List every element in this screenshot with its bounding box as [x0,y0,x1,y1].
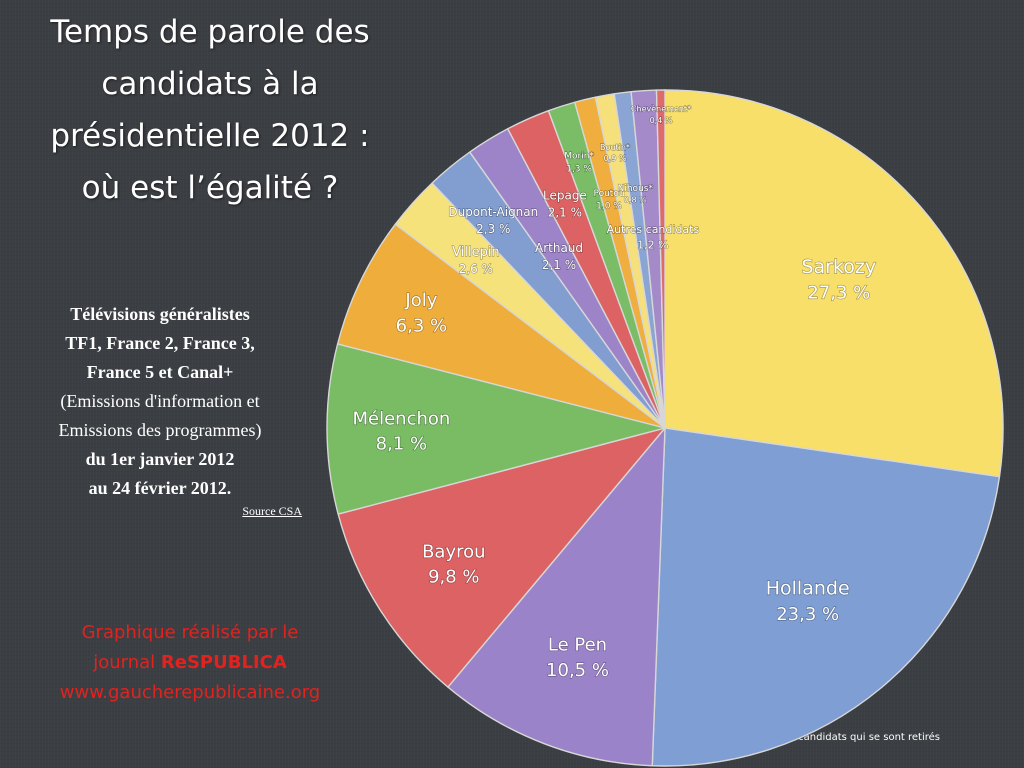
slice-name-label: Poutou [593,189,624,199]
slice-value-label: 8,1 % [376,434,427,455]
slice-name-label: Dupont-Aignan [448,205,538,219]
title-line: candidats à la [101,66,319,102]
credit-url[interactable]: www.gaucherepublicaine.org [59,682,321,703]
title-line: Temps de parole des [50,14,370,50]
credit-block: Graphique réalisé par le journal ReSPUBL… [30,618,350,708]
slice-value-label: 2,1 % [548,205,582,219]
slice-value-label: 27,3 % [807,282,870,303]
slice-name-label: Hollande [766,578,850,600]
slice-value-label: 0,8 % [624,196,647,205]
credit-brand: ReSPUBLICA [160,652,287,673]
slice-name-label: Sarkozy [801,256,876,278]
slice-name-label: Villepin [452,245,500,260]
slice-value-label: 0,9 % [604,154,627,163]
slice-value-label: 2,6 % [459,262,493,276]
slice-value-label: 10,5 % [546,660,609,681]
pie-slice [447,427,666,767]
source-panel: Télévisions généralistes TF1, France 2, … [10,300,310,519]
credit-line: Graphique réalisé par le [81,622,299,643]
title-line: présidentielle 2012 : [50,118,370,154]
slice-value-label: 0,4 % [650,116,673,125]
slice-value-label: 1,3 % [566,164,592,174]
credit-line: journal ReSPUBLICA [30,648,350,678]
panel-line: Emissions des programmes) [58,420,262,440]
page-title: Temps de parole des candidats à la prési… [0,6,420,214]
title-line: où est l’égalité ? [81,170,339,206]
slice-value-label: 1,2 % [637,238,668,251]
pie-slice [651,427,1001,767]
slice-value-label: 6,3 % [396,315,447,336]
slice-name-label: Arthaud [535,241,583,255]
panel-line: France 5 et Canal+ [86,362,234,382]
slice-name-label: Joly [404,290,437,311]
slice-name-label: Bayrou [422,542,485,563]
slice-name-label: Lepage [543,189,587,203]
slice-value-label: 9,8 % [428,567,479,588]
slice-name-label: Boutin* [600,143,630,152]
credit-prefix: journal [93,652,161,673]
panel-line: TF1, France 2, France 3, [65,333,255,353]
slice-value-label: 1,0 % [596,202,622,212]
pie-labels: Sarkozy 27,3 % Hollande 23,3 % Le Pen 10,5 % B… [352,103,877,681]
panel-line: du 1er janvier 2012 [85,449,235,469]
slice-value-label: 2,3 % [476,222,510,236]
slice-name-label: Nihous* [618,184,654,194]
panel-line: (Emissions d'information et [60,391,260,411]
source-link[interactable]: Source CSA [242,504,302,518]
pie-slice [336,223,666,429]
slice-name-label: Chevènement* [631,104,691,114]
pie-slice [655,89,666,429]
pie-slice [664,89,1004,478]
slice-name-label: Le Pen [548,635,607,656]
slice-value-label: 2,1 % [542,258,576,272]
footnote: * candidats qui se sont retirés [790,732,940,743]
slice-name-label: Morin* [564,152,594,162]
slice-name-label: Autres candidats [607,223,700,236]
panel-line: Télévisions généralistes [70,304,250,324]
pie-slices [326,89,1004,767]
slice-name-label: Mélenchon [352,408,450,429]
slice-value-label: 23,3 % [776,604,839,625]
panel-line: au 24 février 2012. [88,478,232,498]
pie-slice [326,343,666,515]
